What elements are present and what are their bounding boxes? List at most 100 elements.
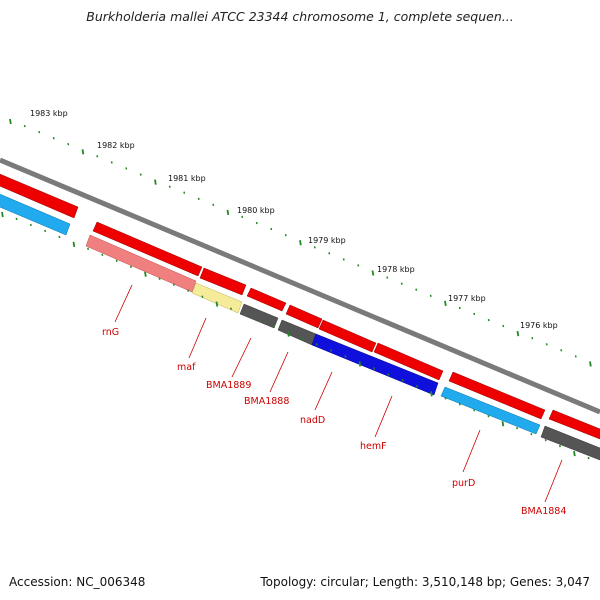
scale-label-1983: 1983 kbp (30, 109, 68, 118)
scale-tick (38, 130, 41, 134)
gene-nadD[interactable] (311, 333, 439, 396)
scale-tick (287, 331, 290, 337)
scale-tick (139, 173, 142, 176)
scale-tick (587, 456, 590, 460)
scale-tick (72, 241, 76, 248)
scale-tick (358, 361, 362, 367)
scale-tick (101, 253, 104, 257)
scale-tick (284, 233, 287, 237)
gene-forward-4[interactable] (246, 287, 287, 312)
scale-tick (574, 355, 577, 358)
scale-tick (144, 271, 147, 277)
scale-tick (15, 217, 18, 221)
gene-forward-9[interactable] (548, 409, 600, 441)
gene-label-maf[interactable]: maf (177, 362, 196, 373)
leader-maf (188, 317, 207, 359)
leader-BMA1888 (269, 351, 289, 393)
genome-summary-text: Topology: circular; Length: 3,510,148 bp… (260, 575, 590, 589)
map-title: Burkholderia mallei ATCC 23344 chromosom… (86, 9, 514, 24)
gene-label-hemF[interactable]: hemF (360, 441, 387, 452)
scale-tick (330, 349, 333, 352)
scale-tick (386, 276, 389, 279)
scale-tick (272, 325, 275, 328)
gene-label-BMA1889[interactable]: BMA1889 (206, 380, 251, 391)
gene-label-nadD[interactable]: nadD (300, 415, 325, 426)
scale-tick (201, 295, 204, 298)
gene-forward-5[interactable] (285, 304, 323, 329)
scale-tick (573, 450, 576, 457)
scale-ticks (9, 118, 592, 367)
scale-tick (589, 361, 592, 367)
gene-label-BMA1884[interactable]: BMA1884 (521, 506, 566, 517)
scale-tick (154, 179, 157, 185)
gene-label-BMA1888[interactable]: BMA1888 (244, 396, 289, 407)
scale-tick (387, 373, 390, 376)
scale-tick (342, 258, 345, 261)
scale-tick (255, 221, 258, 225)
gene-forward-2[interactable] (92, 221, 203, 277)
gene-BMA1884[interactable] (540, 425, 600, 462)
scale-label-1977: 1977 kbp (448, 294, 486, 303)
scale-tick (81, 149, 85, 155)
scale-tick (357, 264, 360, 267)
scale-tick (516, 427, 519, 430)
gene-forward-7[interactable] (373, 342, 444, 381)
gene-forward-3[interactable] (199, 267, 247, 296)
scale-tick (125, 167, 128, 170)
gene-label-rnG[interactable]: rnG (102, 327, 119, 338)
scale-tick (473, 312, 476, 316)
scale-tick (58, 235, 61, 239)
scale-label-1981: 1981 kbp (168, 174, 206, 183)
scale-tick (429, 294, 432, 297)
inner-scale-ticks (1, 211, 590, 460)
scale-tick (301, 337, 304, 340)
scale-tick (373, 367, 376, 370)
scale-tick (401, 379, 404, 382)
scale-tick (545, 343, 548, 346)
leader-BMA1884 (544, 459, 563, 503)
gene-BMA1889[interactable] (239, 303, 279, 329)
scale-tick (502, 324, 505, 328)
scale-tick (168, 185, 171, 188)
scale-tick (458, 403, 461, 406)
scale-tick (9, 118, 12, 125)
scale-tick (244, 313, 247, 316)
scale-tick (544, 438, 547, 442)
scale-tick (96, 155, 99, 158)
gene-forward-8[interactable] (448, 371, 546, 420)
scale-tick (415, 385, 418, 388)
scale-tick (371, 270, 375, 276)
scale-tick (430, 391, 433, 397)
scale-tick (258, 319, 261, 322)
scale-tick (487, 415, 490, 418)
other-features (0, 192, 600, 462)
scale-tick (115, 259, 118, 263)
gene-maf[interactable] (191, 282, 243, 314)
gene-forward-6[interactable] (318, 319, 377, 353)
gene-purD[interactable] (440, 386, 541, 435)
scale-tick (400, 282, 403, 285)
scale-tick (344, 355, 347, 358)
gene-rnG[interactable] (85, 234, 197, 293)
gene-cyan-left[interactable] (0, 192, 71, 236)
scale-label-1982: 1982 kbp (97, 141, 135, 150)
scale-tick (29, 223, 32, 227)
scale-tick (183, 191, 186, 194)
scale-tick (110, 161, 113, 164)
scale-tick (560, 349, 563, 352)
scale-tick (458, 306, 461, 310)
scale-tick (87, 247, 90, 251)
scale-tick (501, 421, 505, 427)
leader-BMA1889 (231, 337, 252, 378)
gene-label-purD[interactable]: purD (452, 478, 475, 489)
forward-genes (0, 172, 600, 441)
scale-tick (531, 337, 534, 340)
gene-forward-1[interactable] (0, 172, 79, 219)
accession-text: Accession: NC_006348 (9, 575, 146, 589)
scale-tick (187, 289, 190, 292)
leader-nadD (314, 371, 333, 411)
scale-tick (328, 252, 331, 255)
scale-tick (270, 227, 273, 231)
scale-tick (226, 209, 230, 216)
leader-rnG (114, 284, 133, 323)
